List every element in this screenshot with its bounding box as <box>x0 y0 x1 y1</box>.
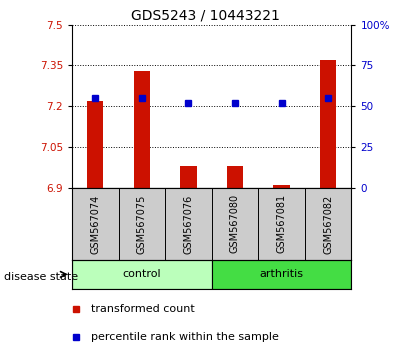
Text: percentile rank within the sample: percentile rank within the sample <box>91 332 279 342</box>
Text: GSM567075: GSM567075 <box>137 194 147 253</box>
Bar <box>273 185 290 188</box>
Text: arthritis: arthritis <box>259 269 304 279</box>
Bar <box>320 60 336 188</box>
Bar <box>87 101 103 188</box>
Text: GSM567076: GSM567076 <box>183 194 193 253</box>
Text: GSM567082: GSM567082 <box>323 194 333 253</box>
Text: control: control <box>122 269 161 279</box>
Text: disease state: disease state <box>4 272 78 282</box>
Bar <box>72 260 212 289</box>
Bar <box>227 166 243 188</box>
Bar <box>180 166 196 188</box>
Text: GDS5243 / 10443221: GDS5243 / 10443221 <box>131 9 280 23</box>
Bar <box>134 71 150 188</box>
Text: GSM567074: GSM567074 <box>90 194 100 253</box>
Text: GSM567080: GSM567080 <box>230 194 240 253</box>
Text: transformed count: transformed count <box>91 304 194 314</box>
Bar <box>212 260 351 289</box>
Text: GSM567081: GSM567081 <box>277 194 286 253</box>
